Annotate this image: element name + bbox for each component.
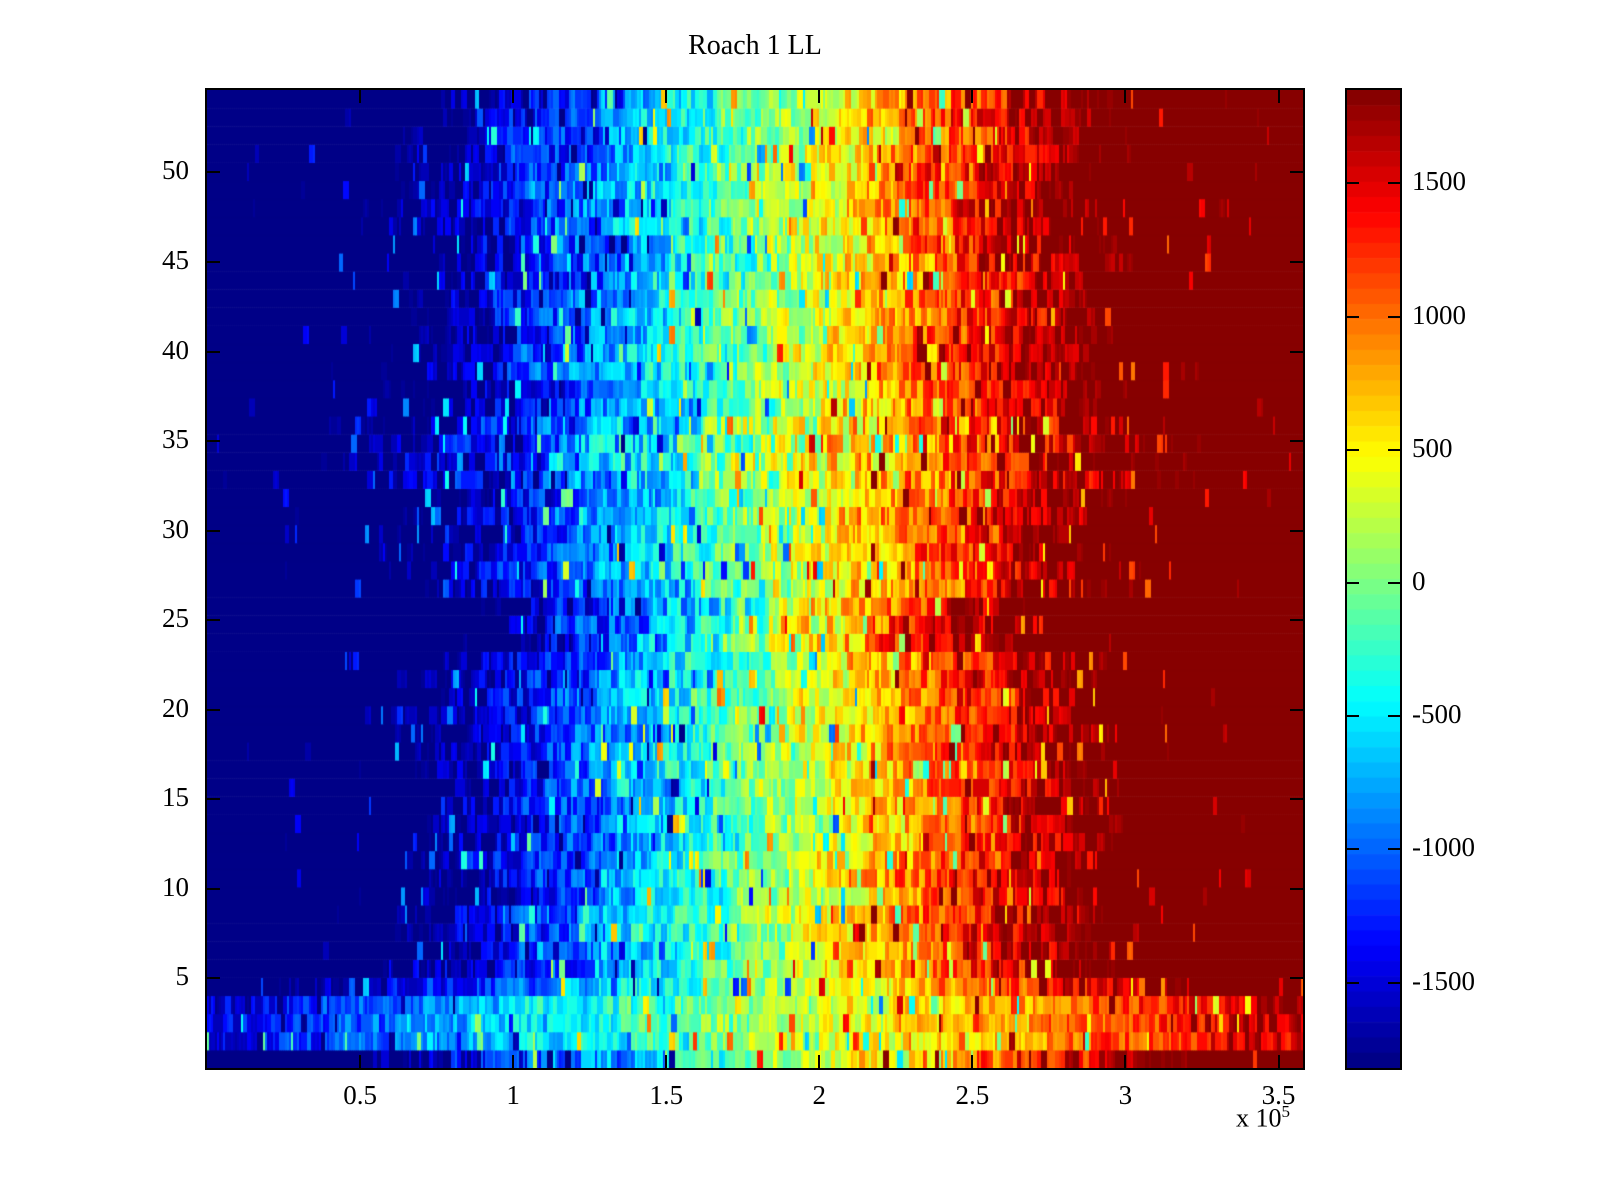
y-tick-mark-right <box>1290 977 1303 980</box>
y-tick-mark <box>207 440 220 443</box>
colorbar-tick-mark-right <box>1388 848 1400 851</box>
y-tick-mark <box>207 708 220 711</box>
colorbar-tick-mark-right <box>1388 315 1400 318</box>
colorbar-tick-mark-left <box>1347 448 1359 451</box>
x-axis-tick-label: 1.5 <box>649 1080 684 1110</box>
y-tick-mark <box>207 260 220 263</box>
y-tick-mark-right <box>1290 887 1303 890</box>
colorbar-tick-label: -500 <box>1412 699 1462 730</box>
colorbar-tick-mark-left <box>1347 981 1359 984</box>
heatmap-canvas <box>207 90 1303 1068</box>
colorbar <box>1345 88 1402 1070</box>
colorbar-tick-mark-right <box>1388 715 1400 718</box>
colorbar-tick-label: 1000 <box>1412 299 1466 330</box>
x-axis-tick-label: 1 <box>506 1080 520 1110</box>
colorbar-tick-label: -1000 <box>1412 832 1475 863</box>
x-tick-mark-top <box>1124 90 1127 103</box>
y-tick-mark-right <box>1290 619 1303 622</box>
y-tick-mark <box>207 350 220 353</box>
x-axis-tick-label: 3.5 <box>1261 1080 1296 1110</box>
colorbar-tick-label: 0 <box>1412 565 1426 596</box>
x-tick-mark-top <box>818 90 821 103</box>
y-tick-mark <box>207 529 220 532</box>
colorbar-canvas <box>1347 90 1400 1068</box>
colorbar-tick-label: -1500 <box>1412 965 1475 996</box>
y-axis-tick-label: 40 <box>162 334 189 365</box>
x-axis-exponent-power: 5 <box>1281 1102 1291 1121</box>
y-tick-mark <box>207 171 220 174</box>
colorbar-tick-mark-left <box>1347 715 1359 718</box>
y-axis-tick-label: 5 <box>175 961 190 992</box>
y-axis-tick-label: 30 <box>162 513 189 544</box>
y-axis-tick-label: 50 <box>162 155 189 186</box>
colorbar-tick-mark-left <box>1347 315 1359 318</box>
colorbar-tick-mark-left <box>1347 182 1359 185</box>
x-tick-mark-top <box>1277 90 1280 103</box>
x-tick-mark <box>512 1055 515 1068</box>
colorbar-tick-mark-right <box>1388 448 1400 451</box>
x-axis-tick-label: 2 <box>812 1080 827 1110</box>
x-axis-exponent-base: x 10 <box>1236 1103 1282 1133</box>
y-tick-mark-right <box>1290 708 1303 711</box>
y-axis-tick-label: 45 <box>162 244 189 275</box>
x-tick-mark-top <box>665 90 668 103</box>
x-tick-mark-top <box>359 90 362 103</box>
y-tick-mark <box>207 887 220 890</box>
y-tick-mark-right <box>1290 798 1303 801</box>
plot-area <box>205 88 1305 1070</box>
y-axis-tick-label: 15 <box>162 782 189 813</box>
x-axis-tick-label: 3 <box>1118 1080 1133 1110</box>
y-tick-mark-right <box>1290 440 1303 443</box>
x-axis-exponent-label: x 105 <box>1155 1102 1290 1134</box>
x-axis-tick-label: 0.5 <box>343 1080 377 1110</box>
y-tick-mark <box>207 977 220 980</box>
x-tick-mark <box>1277 1055 1280 1068</box>
x-tick-mark-top <box>971 90 974 103</box>
y-tick-mark <box>207 619 220 622</box>
y-axis-tick-label: 35 <box>162 424 189 455</box>
x-tick-mark-top <box>512 90 515 103</box>
colorbar-tick-mark-left <box>1347 581 1359 584</box>
x-tick-mark <box>818 1055 821 1068</box>
y-tick-mark-right <box>1290 171 1303 174</box>
x-tick-mark <box>359 1055 362 1068</box>
x-tick-mark <box>1124 1055 1127 1068</box>
y-tick-mark-right <box>1290 350 1303 353</box>
x-tick-mark <box>971 1055 974 1068</box>
colorbar-tick-mark-right <box>1388 182 1400 185</box>
y-axis-tick-label: 10 <box>162 871 189 902</box>
colorbar-tick-mark-right <box>1388 581 1400 584</box>
y-tick-mark <box>207 798 220 801</box>
y-tick-mark-right <box>1290 529 1303 532</box>
colorbar-tick-label: 500 <box>1412 432 1453 463</box>
y-axis-tick-label: 25 <box>162 603 189 634</box>
colorbar-tick-mark-right <box>1388 981 1400 984</box>
colorbar-tick-mark-left <box>1347 848 1359 851</box>
x-tick-mark <box>665 1055 668 1068</box>
colorbar-tick-label: 1500 <box>1412 166 1466 197</box>
chart-title: Roach 1 LL <box>688 30 822 61</box>
x-axis-tick-label: 2.5 <box>955 1080 990 1110</box>
y-tick-mark-right <box>1290 260 1303 263</box>
y-axis-tick-label: 20 <box>162 692 189 723</box>
